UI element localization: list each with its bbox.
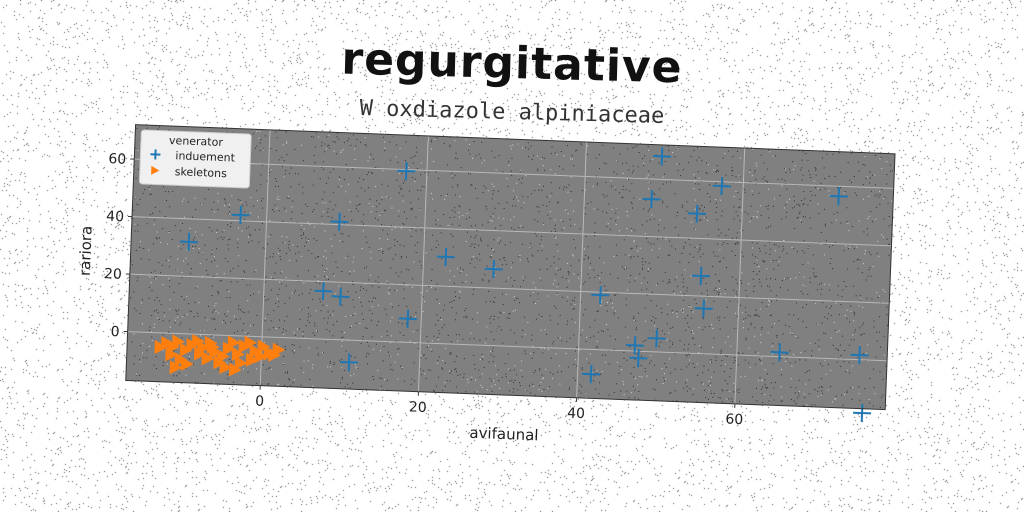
x-tick-label: 60 xyxy=(725,412,743,429)
y-tick-label: 40 xyxy=(106,209,124,226)
x-axis-label: avifaunal xyxy=(469,424,539,445)
y-tick-label: 20 xyxy=(104,266,122,283)
y-tick-label: 0 xyxy=(110,324,120,340)
x-tick-label: 40 xyxy=(567,405,585,422)
legend-label: skeletons xyxy=(175,165,228,180)
y-tick-label: 60 xyxy=(108,151,126,168)
legend-label: induement xyxy=(175,149,236,164)
y-axis-label: rariora xyxy=(76,225,96,276)
x-tick-label: 0 xyxy=(255,393,265,409)
legend-title: venerator xyxy=(169,134,224,149)
x-tick-label: 20 xyxy=(409,399,427,416)
